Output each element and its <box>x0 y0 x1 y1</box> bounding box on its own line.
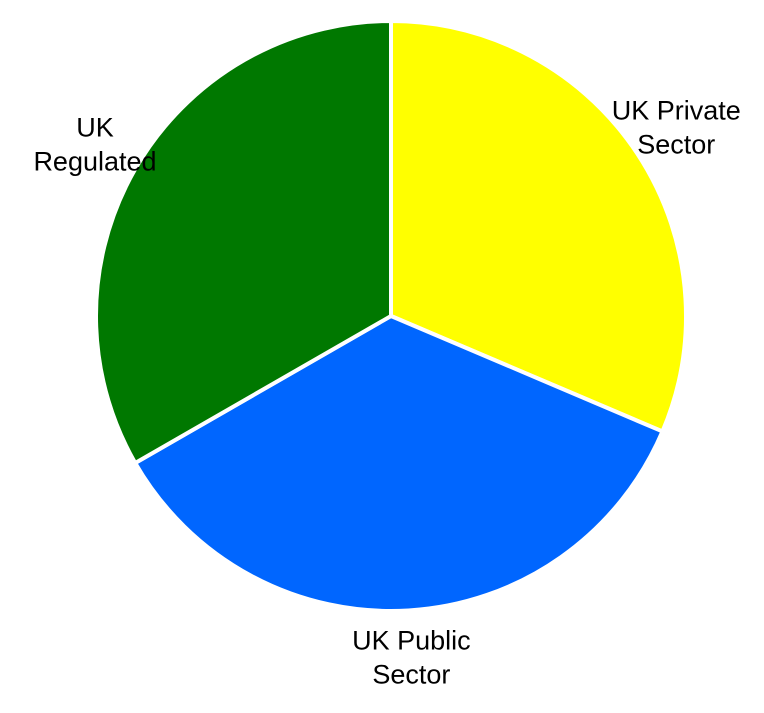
slice-label-uk-private-sector: UK Private Sector <box>612 95 741 159</box>
pie-slice-uk-regulated <box>94 19 393 465</box>
slice-label-uk-regulated: UK Regulated <box>33 113 156 177</box>
pie-slice-uk-public-sector <box>133 314 665 613</box>
pie-labels: UK Private Sector UK Public Sector UK Regulat… <box>33 95 740 689</box>
pie-slices <box>94 19 688 613</box>
pie-slice-uk-private-sector <box>389 19 688 434</box>
slice-label-uk-public-sector: UK Public Sector <box>352 625 471 689</box>
